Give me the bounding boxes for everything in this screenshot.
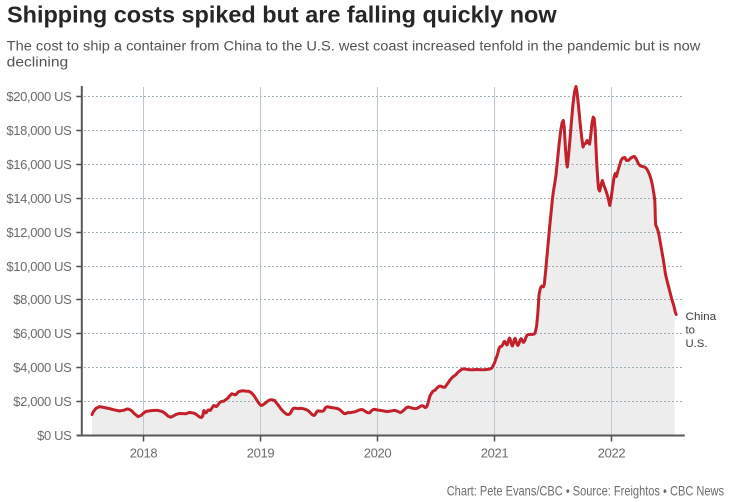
svg-text:$16,000 US: $16,000 US <box>6 157 72 172</box>
svg-text:to: to <box>686 324 695 336</box>
svg-text:Chart: Pete Evans/CBC • Source: Chart: Pete Evans/CBC • Source: Freighto… <box>447 482 724 498</box>
svg-text:$20,000 US: $20,000 US <box>6 89 72 104</box>
svg-text:$18,000 US: $18,000 US <box>6 123 72 138</box>
svg-text:$2,000 US: $2,000 US <box>13 394 72 409</box>
svg-text:$14,000 US: $14,000 US <box>6 191 72 206</box>
svg-text:2021: 2021 <box>481 446 509 461</box>
svg-text:2022: 2022 <box>598 446 626 461</box>
svg-text:2019: 2019 <box>247 446 275 461</box>
svg-text:2018: 2018 <box>130 446 158 461</box>
svg-text:$0 US: $0 US <box>37 428 72 443</box>
svg-text:$8,000 US: $8,000 US <box>13 292 72 307</box>
svg-text:2020: 2020 <box>364 446 392 461</box>
svg-text:U.S.: U.S. <box>686 338 708 350</box>
svg-text:$10,000 US: $10,000 US <box>6 259 72 274</box>
svg-text:$6,000 US: $6,000 US <box>13 326 72 341</box>
svg-text:The cost to ship a container f: The cost to ship a container from China … <box>7 38 702 54</box>
svg-text:declining: declining <box>7 54 69 70</box>
svg-text:China: China <box>686 311 717 323</box>
svg-text:$12,000 US: $12,000 US <box>6 225 72 240</box>
svg-text:$4,000 US: $4,000 US <box>13 360 72 375</box>
svg-text:Shipping costs spiked but are: Shipping costs spiked but are falling qu… <box>7 1 557 27</box>
